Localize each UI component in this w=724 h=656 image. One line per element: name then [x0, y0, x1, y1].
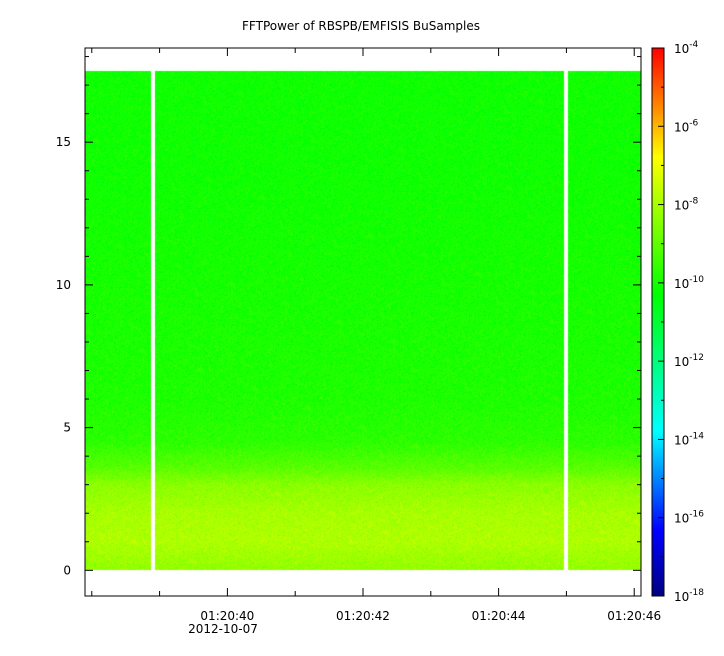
colorbar-tick-label: 10-10 — [674, 275, 704, 291]
colorbar-tick-label: 10-12 — [674, 353, 704, 369]
chart-title: FFTPower of RBSPB/EMFISIS BuSamples — [242, 19, 480, 33]
colorbar-tick-label: 10-4 — [674, 40, 699, 56]
colorbar-tick-label: 10-8 — [674, 197, 699, 213]
y-tick-label: 5 — [63, 421, 71, 435]
colorbar-gradient — [652, 48, 664, 596]
colorbar-tick-label: 10-18 — [674, 588, 704, 604]
colorbar-tick-label: 10-6 — [674, 118, 699, 134]
colorbar-axis: 10-18 10-16 10-14 10-12 10-10 10-8 10-6 10-4 — [658, 40, 704, 604]
colorbar-tick-label: 10-14 — [674, 431, 704, 447]
x-tick-label: 01:20:44 — [472, 609, 526, 623]
x-tick-label: 01:20:46 — [607, 609, 661, 623]
y-axis: 0 5 10 15 — [56, 56, 641, 577]
y-tick-label: 0 — [63, 563, 71, 577]
x-tick-label: 01:20:42 — [336, 609, 390, 623]
x-axis: 01:20:40 01:20:42 01:20:44 01:20:46 — [91, 48, 661, 623]
x-tick-label: 01:20:40 — [200, 609, 254, 623]
colorbar-tick-label: 10-16 — [674, 510, 704, 526]
spectrogram-heatmap — [85, 48, 641, 596]
x-axis-date-label: 2012-10-07 — [188, 622, 258, 636]
y-tick-label: 10 — [56, 278, 71, 292]
y-tick-label: 15 — [56, 135, 71, 149]
